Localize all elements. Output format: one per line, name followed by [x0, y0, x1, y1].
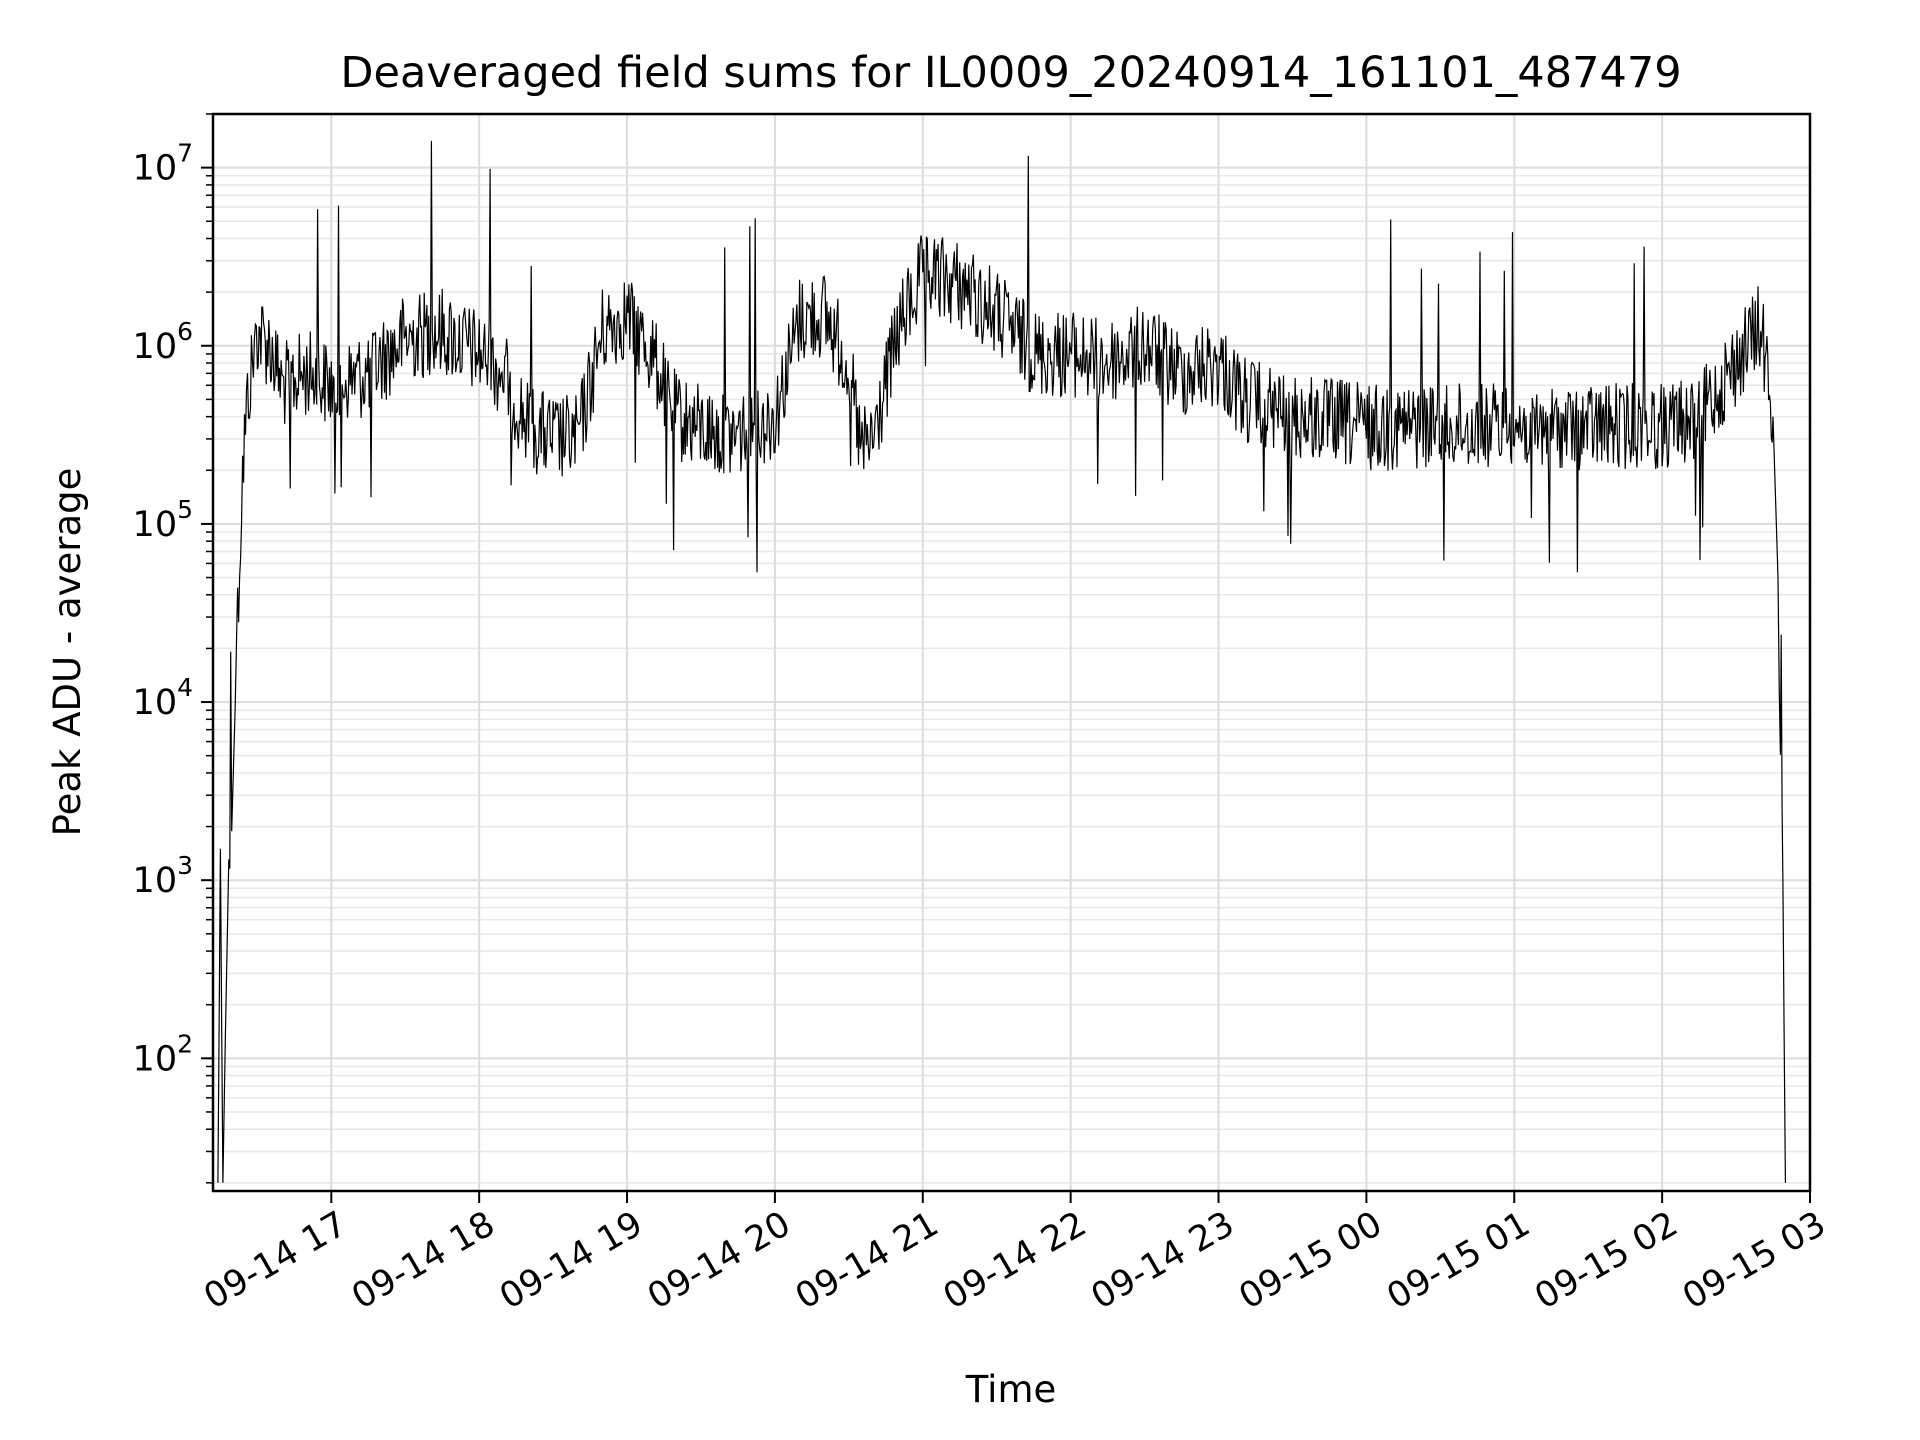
series-line	[217, 140, 1787, 1183]
y-tick-label: 102	[133, 1029, 193, 1079]
x-axis-label: Time	[965, 1368, 1057, 1411]
y-axis: 102 103 104 105 106 107	[133, 113, 213, 1184]
y-tick-label: 106	[133, 317, 193, 367]
y-tick-label: 105	[133, 495, 193, 545]
y-tick-label: 107	[133, 139, 193, 189]
series	[217, 140, 1787, 1183]
y-tick-label: 103	[133, 851, 193, 901]
y-axis-label: Peak ADU - average	[46, 468, 89, 837]
plot-frame	[211, 112, 1812, 1193]
y-tick-label: 104	[133, 673, 193, 723]
chart-title: Deaveraged field sums for IL0009_2024091…	[340, 48, 1681, 98]
